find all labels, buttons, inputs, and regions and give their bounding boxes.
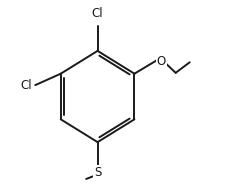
- Text: O: O: [157, 55, 166, 68]
- Text: Cl: Cl: [20, 79, 32, 92]
- Text: Cl: Cl: [92, 7, 104, 20]
- Text: S: S: [94, 166, 101, 179]
